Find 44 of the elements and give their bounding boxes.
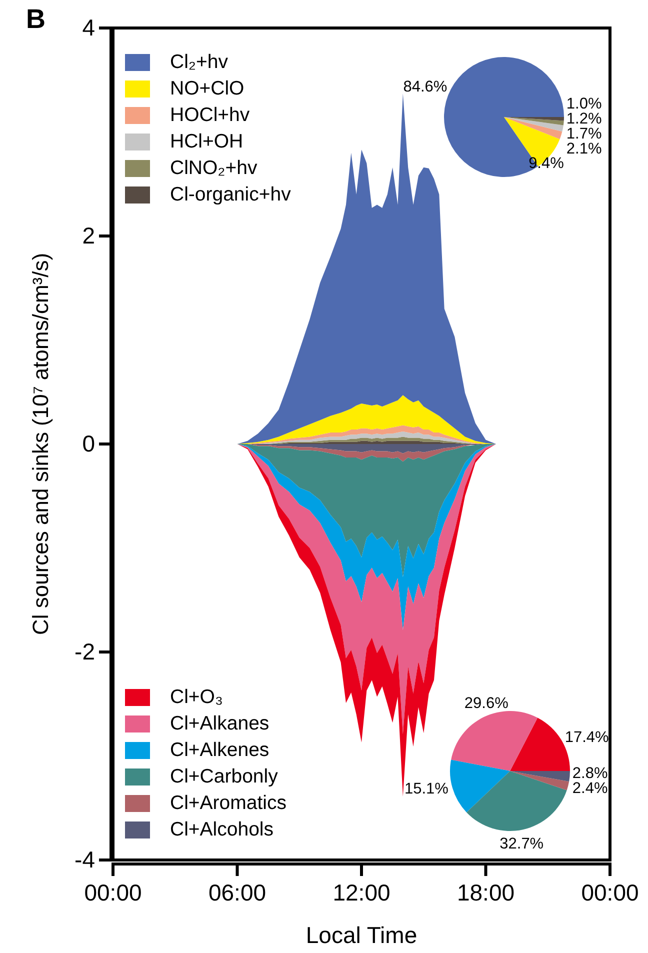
y-tick-label: 0: [82, 430, 95, 456]
data-label: 17.4%: [564, 729, 610, 746]
data-label: 1.7%: [566, 125, 602, 142]
y-axis-title: Cl sources and sinks (10⁷ atoms/cm³/s): [28, 252, 53, 636]
pie-slice: [504, 117, 562, 140]
legend-label: HOCl+hv: [170, 104, 250, 126]
x-tick-label: 12:00: [332, 879, 390, 906]
data-label: 2.8%: [572, 765, 608, 782]
pie-slice: [450, 760, 510, 812]
legend-label: Cl+O₃: [170, 686, 223, 708]
legend-label: ClNO₂+hv: [170, 157, 258, 179]
x-tick-label: 00:00: [581, 879, 639, 906]
y-tick-label: -2: [74, 638, 95, 664]
legend-label: Cl+Alkanes: [170, 712, 270, 734]
legend-label: Cl+Carbonly: [170, 766, 278, 788]
data-label: 15.1%: [404, 780, 449, 798]
data-label: 29.6%: [464, 695, 509, 712]
x-tick-label: 00:00: [84, 879, 142, 906]
pie-slice: [510, 771, 570, 790]
legend-label: Cl+Alkenes: [170, 739, 270, 761]
data-label: 84.6%: [403, 78, 448, 96]
data-label: 2.4%: [572, 780, 608, 798]
data-label: 1.2%: [566, 110, 602, 128]
pie-slice: [510, 771, 570, 782]
text: B: [26, 4, 46, 34]
y-tick-label: 4: [82, 14, 96, 40]
legend-label: Cl+Alcohols: [170, 818, 274, 840]
y-tick-label: -4: [74, 846, 96, 872]
x-axis-title: Local Time: [306, 922, 418, 948]
legend-label: Cl₂+hv: [170, 51, 228, 73]
legend-label: Cl-organic+hv: [170, 184, 292, 206]
pie-slice: [504, 117, 564, 132]
x-tick-label: 18:00: [456, 879, 515, 906]
data-label: 32.7%: [500, 836, 544, 853]
y-tick-label: 2: [82, 222, 95, 248]
pie-slice: [451, 711, 538, 771]
pie-slice: [504, 117, 564, 126]
legend-label: HCl+OH: [170, 130, 244, 152]
data-label: 1.0%: [566, 95, 602, 112]
pie-slice: [466, 771, 567, 831]
x-tick-label: 06:00: [208, 879, 266, 906]
data-label: 2.1%: [566, 140, 602, 158]
legend-label: NO+ClO: [170, 78, 244, 100]
legend-label: Cl+Aromatics: [170, 792, 287, 814]
